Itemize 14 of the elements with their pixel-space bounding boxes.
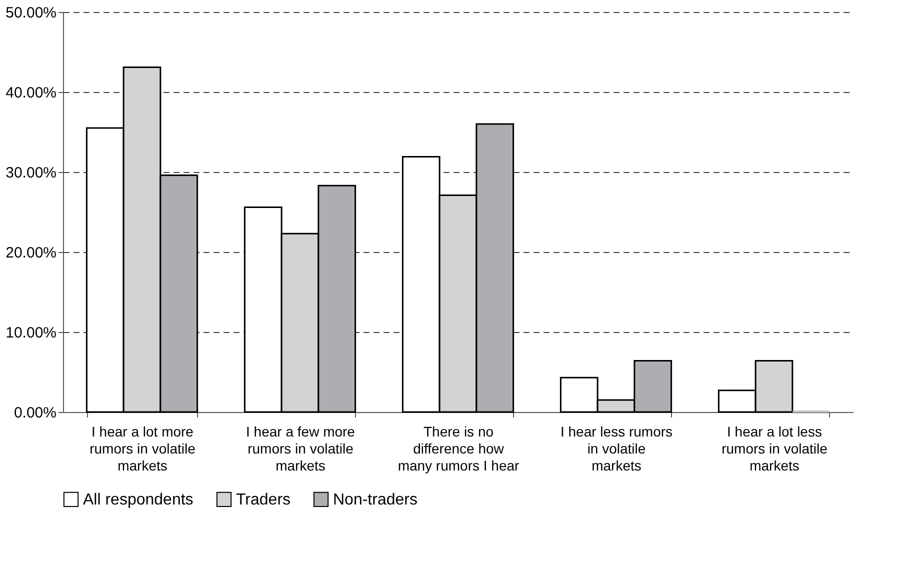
x-tick-label: I hear less rumors in volatile markets: [560, 424, 673, 474]
y-tick-label: 20.00%: [6, 244, 56, 262]
x-tick-label: I hear a few more rumors in volatile markets: [246, 424, 356, 474]
x-tick-label: I hear a lot more rumors in volatile markets: [90, 424, 196, 474]
y-tick-label: 50.00%: [6, 4, 56, 22]
legend-label: Traders: [236, 491, 291, 508]
legend-label: Non-traders: [333, 491, 418, 508]
x-tick-label: There is no difference how many rumors I hear: [398, 424, 520, 474]
legend-label: All respondents: [83, 491, 194, 508]
y-tick-label: 40.00%: [6, 84, 56, 102]
x-tick-label: I hear a lot less rumors in volatile markets: [722, 424, 828, 474]
y-tick-label: 0.00%: [14, 404, 56, 422]
y-tick-label: 10.00%: [6, 324, 56, 342]
y-tick-label: 30.00%: [6, 164, 56, 182]
